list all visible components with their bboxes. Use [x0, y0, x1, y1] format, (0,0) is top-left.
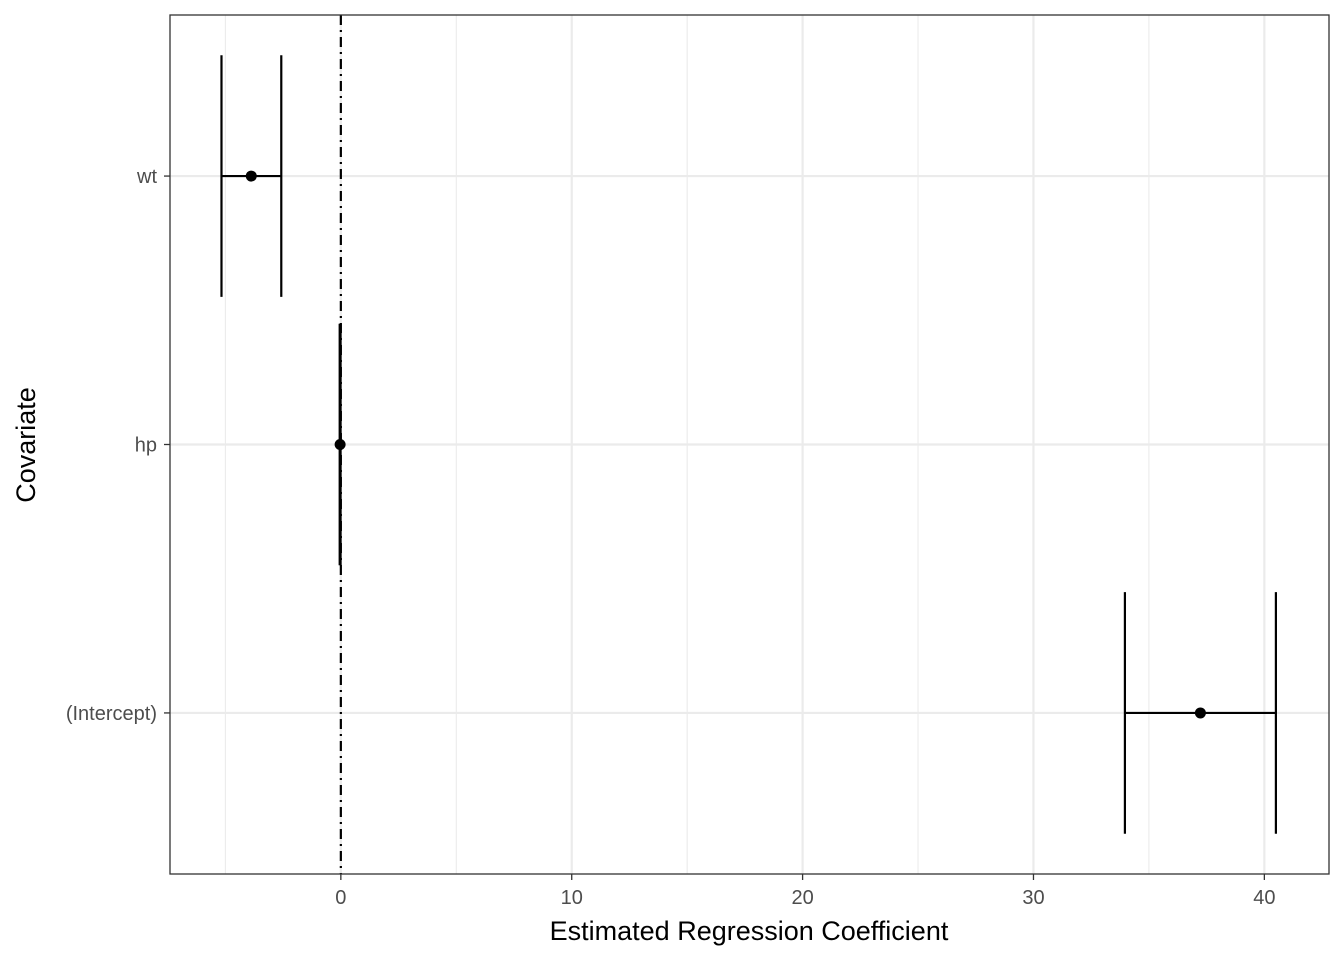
x-axis-ticks: 0 10 20 30 40: [335, 874, 1275, 909]
x-tick-label: 20: [791, 887, 813, 909]
estimate-point: [1194, 707, 1206, 719]
x-tick-label: 30: [1022, 887, 1044, 909]
y-axis-ticks: (Intercept) hp wt: [66, 166, 170, 725]
x-tick-label: 10: [561, 887, 583, 909]
y-tick-label: wt: [136, 166, 157, 188]
y-tick-label: hp: [135, 435, 157, 457]
x-axis-title: Estimated Regression Coefficient: [550, 916, 949, 946]
x-tick-label: 0: [335, 887, 346, 909]
y-tick-label: (Intercept): [66, 703, 157, 725]
x-tick-label: 40: [1253, 887, 1275, 909]
error-bars: [220, 55, 1277, 834]
errorbar-wt: [220, 55, 283, 297]
y-axis-title: Covariate: [11, 387, 41, 503]
estimate-point: [334, 439, 346, 450]
estimate-point: [245, 170, 257, 182]
errorbar-intercept: [1123, 592, 1277, 834]
